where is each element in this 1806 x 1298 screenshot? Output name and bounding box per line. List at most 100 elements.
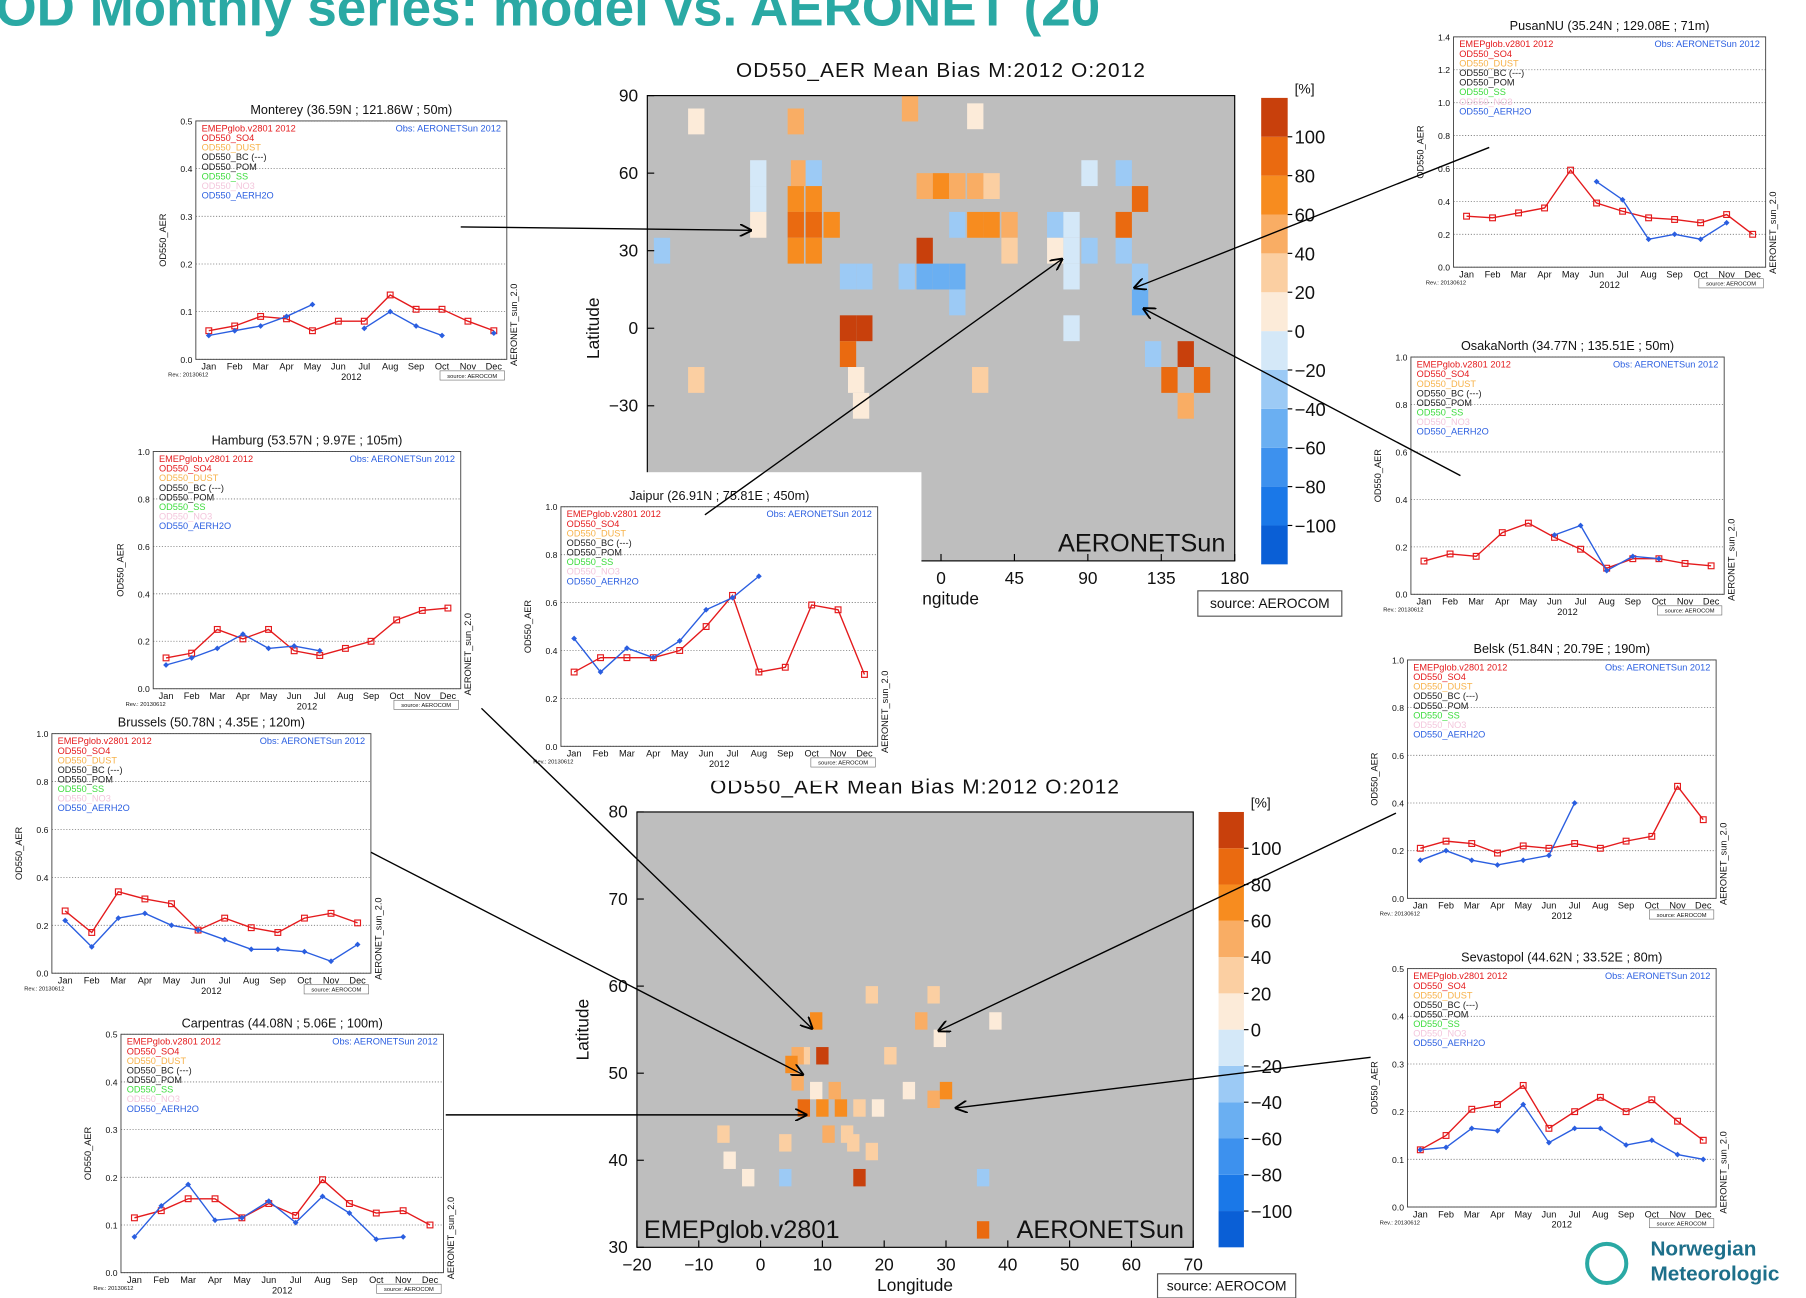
bias-cell xyxy=(806,160,822,186)
bias-cell xyxy=(934,1030,946,1047)
y-axis-label: OD550_AER xyxy=(523,600,533,654)
x-tick-label: Feb xyxy=(1442,597,1458,607)
legend-entry: OD550_AERH2O xyxy=(202,190,274,200)
legend-entry: OD550_SO4 xyxy=(58,746,111,756)
bias-cell xyxy=(810,1012,822,1029)
legend-entry: OD550_NO3 xyxy=(159,511,212,521)
colorbar-segment xyxy=(1219,1138,1244,1174)
x-tick-label: Jun xyxy=(1547,597,1562,607)
bias-cell xyxy=(1063,315,1079,341)
legend-entry: EMEPglob.v2801 2012 xyxy=(1417,359,1511,369)
legend-entry: OD550_AERH2O xyxy=(127,1104,199,1114)
x-tick-label: Feb xyxy=(84,976,100,986)
x-tick-label: Jun xyxy=(1542,901,1557,911)
y-tick-label: 0.2 xyxy=(545,694,557,704)
colorbar-segment xyxy=(1261,215,1287,254)
legend-entry: OD550_SO4 xyxy=(159,464,212,474)
legend-entry: OD550_SS xyxy=(202,171,249,181)
revision: Rev.: 20130612 xyxy=(24,986,64,992)
y-tick-label: 0.5 xyxy=(106,1030,118,1040)
bias-cell xyxy=(1047,212,1063,238)
x-tick-label: 30 xyxy=(936,1254,955,1274)
x-tick-label: Nov xyxy=(1718,270,1735,280)
x-tick-label: Aug xyxy=(1592,1209,1608,1219)
bias-cell xyxy=(810,1082,822,1099)
y-tick-label: 0.4 xyxy=(1392,798,1404,808)
bias-cell xyxy=(816,1099,828,1116)
bias-cell xyxy=(779,1169,791,1186)
colorbar-tick-label: 0 xyxy=(1251,1020,1261,1041)
x-tick-label: Jul xyxy=(1569,901,1581,911)
logo-text: Norwegian xyxy=(1650,1237,1756,1260)
bias-cell xyxy=(949,264,965,290)
x-tick-label: Oct xyxy=(1693,270,1708,280)
bias-cell xyxy=(949,173,965,199)
y-tick-label: 30 xyxy=(609,1237,628,1257)
colorbar-segment xyxy=(1219,993,1244,1029)
x-tick-label: Dec xyxy=(1695,901,1712,911)
x-tick-label: 50 xyxy=(1060,1254,1079,1274)
map-panel: −20−10010203040506070304050607080Longitu… xyxy=(573,776,1296,1298)
slide: OD Monthly series: model vs. AERONET (20… xyxy=(0,0,1806,1298)
y-axis-label: OD550_AER xyxy=(83,1127,93,1181)
x-tick-label: May xyxy=(1562,270,1580,280)
colorbar-tick-label: 60 xyxy=(1251,911,1271,932)
legend-entry: Obs: AERONETSun 2012 xyxy=(1654,39,1759,49)
legend-entry: OD550_NO3 xyxy=(1459,97,1512,107)
y-tick-label: 30 xyxy=(619,240,638,260)
colorbar-segment xyxy=(1219,812,1244,848)
legend-entry: OD550_NO3 xyxy=(567,567,620,577)
bias-cell xyxy=(1001,212,1017,238)
y-tick-label: 70 xyxy=(609,889,628,909)
colorbar-tick-label: −80 xyxy=(1295,477,1326,498)
x-axis-label: 2012 xyxy=(341,372,361,382)
station-chart: Carpentras (44.08N ; 5.06E ; 100m)0.00.1… xyxy=(77,1014,459,1298)
x-tick-label: May xyxy=(1520,597,1538,607)
y-tick-label: 0.4 xyxy=(106,1077,118,1087)
x-tick-label: Jan xyxy=(1413,901,1428,911)
y-tick-label: 1.4 xyxy=(1438,32,1450,42)
y2-axis-label: AERONET_sun_2.0 xyxy=(446,1197,456,1279)
x-tick-label: Jul xyxy=(314,691,326,701)
revision: Rev.: 20130612 xyxy=(93,1286,133,1292)
x-tick-label: Feb xyxy=(227,362,243,372)
colorbar-tick-label: 40 xyxy=(1251,947,1271,968)
x-tick-label: May xyxy=(163,976,181,986)
bias-cell xyxy=(654,238,670,264)
bias-cell xyxy=(847,1134,859,1151)
bias-cell xyxy=(903,1082,915,1099)
legend-entry: OD550_POM xyxy=(567,548,622,558)
legend-entry: OD550_BC (---) xyxy=(202,152,267,162)
bias-cell xyxy=(742,1169,754,1186)
station-chart: Sevastopol (44.62N ; 33.52E ; 80m)0.00.1… xyxy=(1364,948,1733,1238)
bias-cell xyxy=(791,160,807,186)
colorbar-tick-label: 40 xyxy=(1295,243,1315,264)
y-tick-label: 0.6 xyxy=(545,598,557,608)
bias-cell xyxy=(884,1047,896,1064)
legend-entry: EMEPglob.v2801 2012 xyxy=(1413,971,1507,981)
x-tick-label: Feb xyxy=(184,691,200,701)
x-tick-label: −10 xyxy=(684,1254,713,1274)
x-axis-label: 2012 xyxy=(201,986,221,996)
x-tick-label: Jan xyxy=(201,362,216,372)
x-tick-label: 0 xyxy=(756,1254,766,1274)
legend-entry: OD550_NO3 xyxy=(1413,1029,1466,1039)
x-tick-label: May xyxy=(1515,1209,1533,1219)
x-tick-label: Nov xyxy=(1669,1209,1686,1219)
bias-cell xyxy=(829,1082,841,1099)
y2-axis-label: AERONET_sun_2.0 xyxy=(1727,519,1737,601)
y-tick-label: 0.0 xyxy=(1395,590,1407,600)
y2-axis-label: AERONET_sun_2.0 xyxy=(509,284,519,366)
x-tick-label: Nov xyxy=(1669,901,1686,911)
source: source: AEROCOM xyxy=(1657,1221,1707,1227)
y-tick-label: 0.2 xyxy=(1438,230,1450,240)
x-tick-label: 70 xyxy=(1184,1254,1203,1274)
legend-entry: OD550_POM xyxy=(1417,398,1472,408)
x-tick-label: Mar xyxy=(110,976,126,986)
bias-cell xyxy=(972,367,988,393)
chart-title: Brussels (50.78N ; 4.35E ; 120m) xyxy=(118,716,305,730)
bias-cell xyxy=(1081,238,1097,264)
y-tick-label: 0.0 xyxy=(138,684,150,694)
legend-entry: OD550_AERH2O xyxy=(58,803,130,813)
legend-entry: OD550_SS xyxy=(1413,710,1460,720)
